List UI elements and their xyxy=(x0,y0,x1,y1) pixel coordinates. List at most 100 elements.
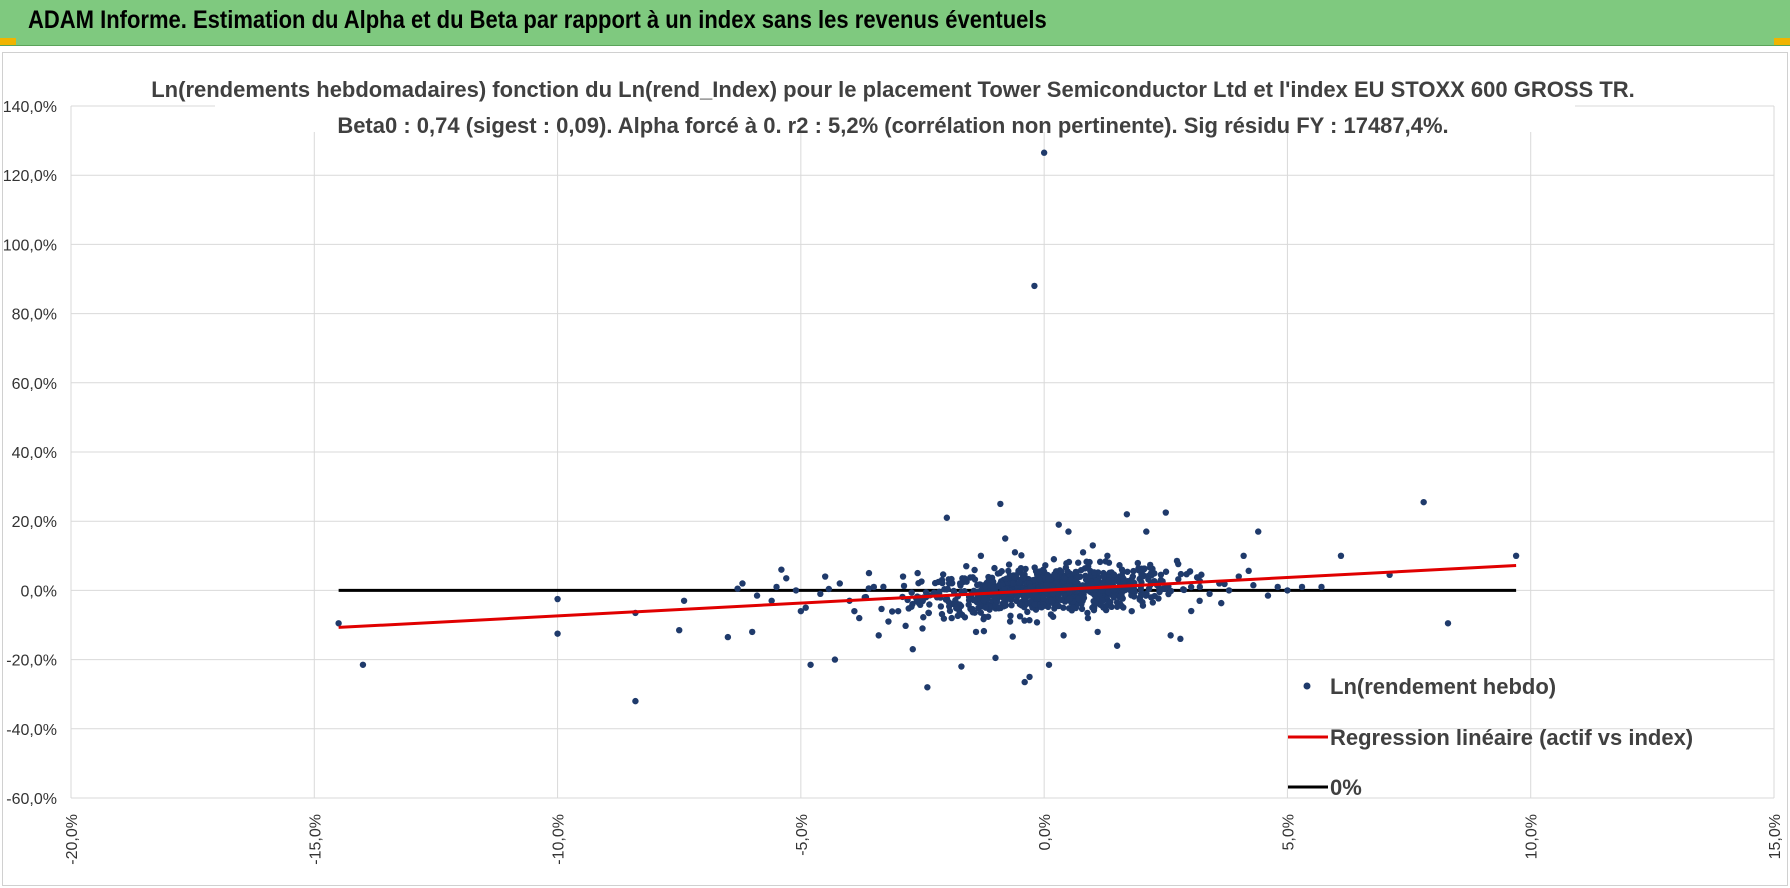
data-point xyxy=(971,566,978,574)
data-point xyxy=(1177,635,1184,643)
data-point xyxy=(961,588,968,595)
data-point xyxy=(1138,569,1145,577)
data-point xyxy=(1080,594,1088,602)
data-point xyxy=(1038,604,1045,611)
data-point xyxy=(632,697,639,705)
data-point xyxy=(1444,620,1452,627)
data-point xyxy=(1015,579,1023,586)
data-point xyxy=(1113,577,1121,584)
data-point xyxy=(1002,535,1009,542)
data-point xyxy=(1274,583,1281,591)
data-point xyxy=(1235,573,1242,580)
data-point xyxy=(980,597,988,604)
data-point xyxy=(1186,568,1194,575)
data-point xyxy=(1027,583,1034,591)
data-point xyxy=(1118,566,1126,573)
data-point xyxy=(1161,585,1169,593)
data-point xyxy=(1167,632,1174,639)
data-point xyxy=(1040,594,1047,602)
data-point xyxy=(924,684,931,691)
data-point xyxy=(1075,573,1082,581)
data-point xyxy=(945,603,953,610)
data-point xyxy=(1011,574,1018,581)
data-point xyxy=(1147,561,1154,569)
data-point xyxy=(996,604,1003,611)
data-point xyxy=(1113,642,1121,649)
data-point xyxy=(968,607,976,614)
data-point xyxy=(1105,559,1113,566)
data-point xyxy=(948,614,955,622)
data-point xyxy=(1016,613,1024,620)
data-point xyxy=(888,608,896,615)
data-point xyxy=(1090,569,1098,576)
data-point xyxy=(1081,565,1089,572)
data-point xyxy=(1057,568,1065,575)
data-point xyxy=(1086,558,1093,566)
data-point xyxy=(875,632,882,639)
y-tick-label: -60,0% xyxy=(6,791,57,808)
data-point xyxy=(1055,521,1062,528)
data-point xyxy=(1119,595,1126,602)
data-point xyxy=(1008,601,1015,609)
data-point xyxy=(1053,602,1061,609)
data-point xyxy=(1124,568,1131,575)
data-point xyxy=(1050,556,1058,563)
data-point xyxy=(1120,575,1127,582)
data-point xyxy=(972,628,980,636)
data-point xyxy=(1060,632,1067,639)
series-points xyxy=(335,149,1520,705)
data-point xyxy=(802,604,809,611)
data-point xyxy=(1009,580,1017,587)
y-axis-ticks: 140,0% 120,0% 100,0% 80,0% 60,0% 40,0% 20,0% 0,… xyxy=(3,99,57,808)
data-point xyxy=(1157,571,1165,578)
data-point xyxy=(1318,583,1325,591)
data-point xyxy=(1134,559,1142,567)
data-point xyxy=(1110,594,1118,601)
data-point xyxy=(554,595,561,603)
data-point xyxy=(990,584,997,592)
data-point xyxy=(1084,609,1091,617)
data-point xyxy=(1110,571,1118,578)
data-point xyxy=(1196,583,1204,591)
data-point xyxy=(1100,573,1107,580)
data-point xyxy=(922,589,930,596)
data-point xyxy=(797,607,805,615)
legend-label-points: Ln(rendement hebdo) xyxy=(1330,674,1556,699)
data-point xyxy=(958,663,965,670)
data-point xyxy=(1017,564,1025,572)
data-point xyxy=(831,656,839,663)
data-point xyxy=(1420,498,1427,506)
data-point xyxy=(676,626,683,634)
data-point xyxy=(335,620,342,627)
data-point xyxy=(1045,575,1052,582)
data-point xyxy=(1104,552,1111,559)
x-axis-ticks: -20,0% -15,0% -10,0% -5,0% 0,0% 5,0% 10,0% 15,0… xyxy=(64,814,1784,865)
x-tick-label: -5,0% xyxy=(794,814,811,856)
data-point xyxy=(977,552,985,559)
data-point xyxy=(1123,511,1131,518)
data-point xyxy=(1039,566,1047,573)
chart-frame xyxy=(2,52,1788,886)
x-tick-label: 10,0% xyxy=(1524,814,1541,859)
data-point xyxy=(1065,528,1072,535)
data-point xyxy=(851,607,858,615)
data-point xyxy=(961,614,969,621)
data-point xyxy=(1098,587,1106,594)
data-point xyxy=(1512,552,1520,559)
data-point xyxy=(967,574,974,581)
data-point xyxy=(1089,542,1097,549)
data-point xyxy=(997,500,1004,508)
data-point xyxy=(724,633,732,641)
data-point xyxy=(1009,633,1016,640)
data-point xyxy=(1026,617,1033,624)
data-point xyxy=(1075,595,1082,603)
data-point xyxy=(926,601,933,608)
data-point xyxy=(1078,605,1086,613)
data-point xyxy=(900,582,908,590)
data-point xyxy=(1005,561,1013,568)
data-point xyxy=(1049,613,1057,620)
legend-label-zero: 0% xyxy=(1330,775,1362,800)
data-point xyxy=(963,562,970,570)
data-point xyxy=(919,625,926,632)
data-point xyxy=(734,585,741,592)
